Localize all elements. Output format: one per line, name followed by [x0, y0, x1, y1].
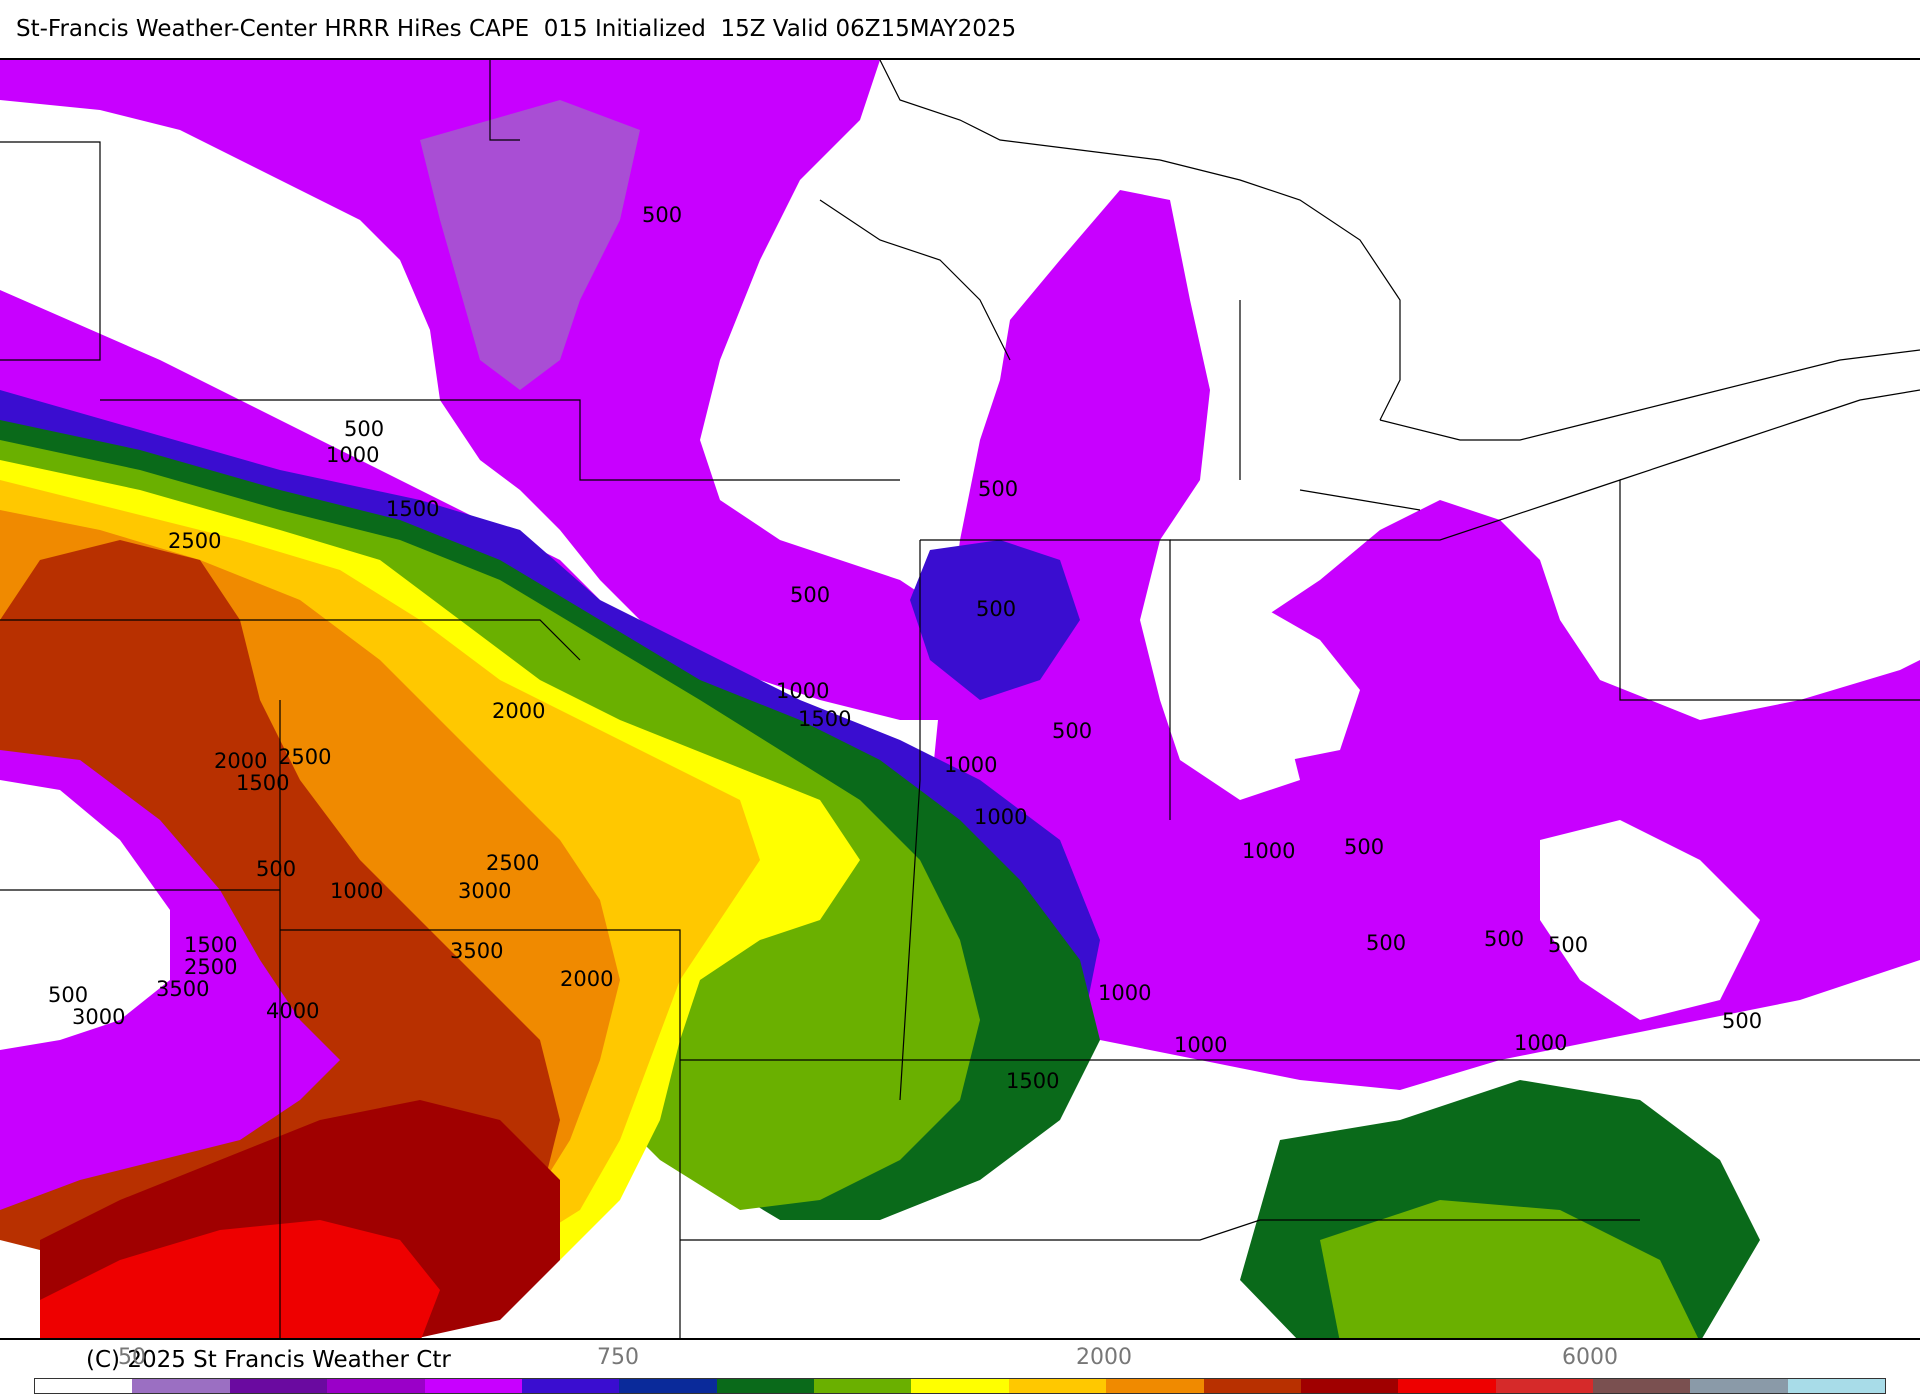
colorbar-swatch — [1106, 1379, 1204, 1393]
map-title: St-Francis Weather-Center HRRR HiRes CAP… — [16, 16, 1017, 42]
contour-label: 500 — [1484, 927, 1524, 951]
boundary-lines — [0, 60, 1920, 1338]
colorbar-swatch — [814, 1379, 912, 1393]
contour-label: 1000 — [944, 753, 997, 777]
contour-label: 500 — [48, 983, 88, 1007]
colorbar-tick-labels: 50 750 2000 6000 — [0, 1345, 1920, 1371]
contour-label: 1000 — [1242, 839, 1295, 863]
colorbar-swatch — [1593, 1379, 1691, 1393]
colorbar-swatch — [1398, 1379, 1496, 1393]
cape-area-north-purple — [0, 60, 980, 720]
colorbar-swatch — [1495, 1379, 1593, 1393]
colorbar-swatch — [229, 1379, 328, 1393]
contour-label: 2000 — [492, 699, 545, 723]
colorbar-swatch — [1690, 1379, 1788, 1393]
contour-label: 500 — [976, 597, 1016, 621]
contour-label: 1500 — [1006, 1069, 1059, 1093]
contour-label: 4000 — [266, 999, 319, 1023]
contour-label: 1000 — [1514, 1031, 1567, 1055]
copyright-notice: (C) 2025 St Francis Weather Ctr — [86, 1347, 451, 1373]
cape-area-lavender-edge — [420, 100, 640, 390]
colorbar-swatch — [327, 1379, 425, 1393]
contour-label: 1000 — [1174, 1033, 1227, 1057]
colorbar-tick-label: 6000 — [1562, 1345, 1618, 1370]
contour-label: 500 — [1548, 933, 1588, 957]
contour-label: 3500 — [450, 939, 503, 963]
contour-label: 500 — [344, 417, 384, 441]
colorbar-swatch — [424, 1379, 522, 1393]
colorbar-tick-label: 50 — [118, 1345, 146, 1370]
contour-label: 500 — [256, 857, 296, 881]
colorbar-swatch — [35, 1379, 133, 1393]
contour-label: 1000 — [974, 805, 1027, 829]
contour-label: 2000 — [214, 749, 267, 773]
colorbar-swatch — [619, 1379, 717, 1393]
no-cape-area-ohio — [1170, 590, 1360, 760]
contour-label: 2500 — [278, 745, 331, 769]
contour-label: 2500 — [486, 851, 539, 875]
contour-label: 500 — [790, 583, 830, 607]
no-cape-area-east — [1540, 820, 1760, 1020]
colorbar-swatch — [1787, 1379, 1886, 1393]
contour-label: 1000 — [326, 443, 379, 467]
no-cape-area-mn — [150, 350, 480, 520]
contour-label: 1000 — [776, 679, 829, 703]
contour-label: 1500 — [184, 933, 237, 957]
contour-label: 500 — [1366, 931, 1406, 955]
colorbar-swatch — [1008, 1379, 1107, 1393]
cape-area-blue-center — [910, 540, 1080, 700]
cape-area-red — [40, 1220, 440, 1338]
colorbar-swatch — [911, 1379, 1009, 1393]
colorbar-tick-label: 2000 — [1076, 1345, 1132, 1370]
contour-label: 2500 — [168, 529, 221, 553]
cape-map-canvas: 500 500 1000 1500 2500 500 500 500 1000 … — [0, 60, 1920, 1338]
contour-labels: 500 500 1000 1500 2500 500 500 500 1000 … — [48, 203, 1762, 1093]
colorbar-swatch — [1300, 1379, 1399, 1393]
cape-colorbar — [34, 1378, 1886, 1394]
colorbar-swatch — [1203, 1379, 1301, 1393]
contour-label: 1000 — [1098, 981, 1151, 1005]
contour-label: 500 — [1722, 1009, 1762, 1033]
contour-label: 1500 — [236, 771, 289, 795]
contour-label: 3000 — [72, 1005, 125, 1029]
contour-label: 500 — [1344, 835, 1384, 859]
contour-label: 500 — [642, 203, 682, 227]
contour-label: 500 — [1052, 719, 1092, 743]
contour-label: 3500 — [156, 977, 209, 1001]
contour-label: 2500 — [184, 955, 237, 979]
no-cape-area-sw-white — [0, 780, 170, 1050]
contour-label: 2000 — [560, 967, 613, 991]
contour-label: 3000 — [458, 879, 511, 903]
colorbar-swatch — [132, 1379, 230, 1393]
colorbar-swatch — [716, 1379, 814, 1393]
contour-label: 500 — [978, 477, 1018, 501]
contour-label: 1500 — [386, 497, 439, 521]
contour-label: 1000 — [330, 879, 383, 903]
cape-map: 500 500 1000 1500 2500 500 500 500 1000 … — [0, 58, 1920, 1340]
cape-area-lightgreen-se — [1320, 1200, 1699, 1338]
colorbar-tick-label: 750 — [597, 1345, 639, 1370]
contour-label: 1500 — [798, 707, 851, 731]
colorbar-swatch — [521, 1379, 620, 1393]
